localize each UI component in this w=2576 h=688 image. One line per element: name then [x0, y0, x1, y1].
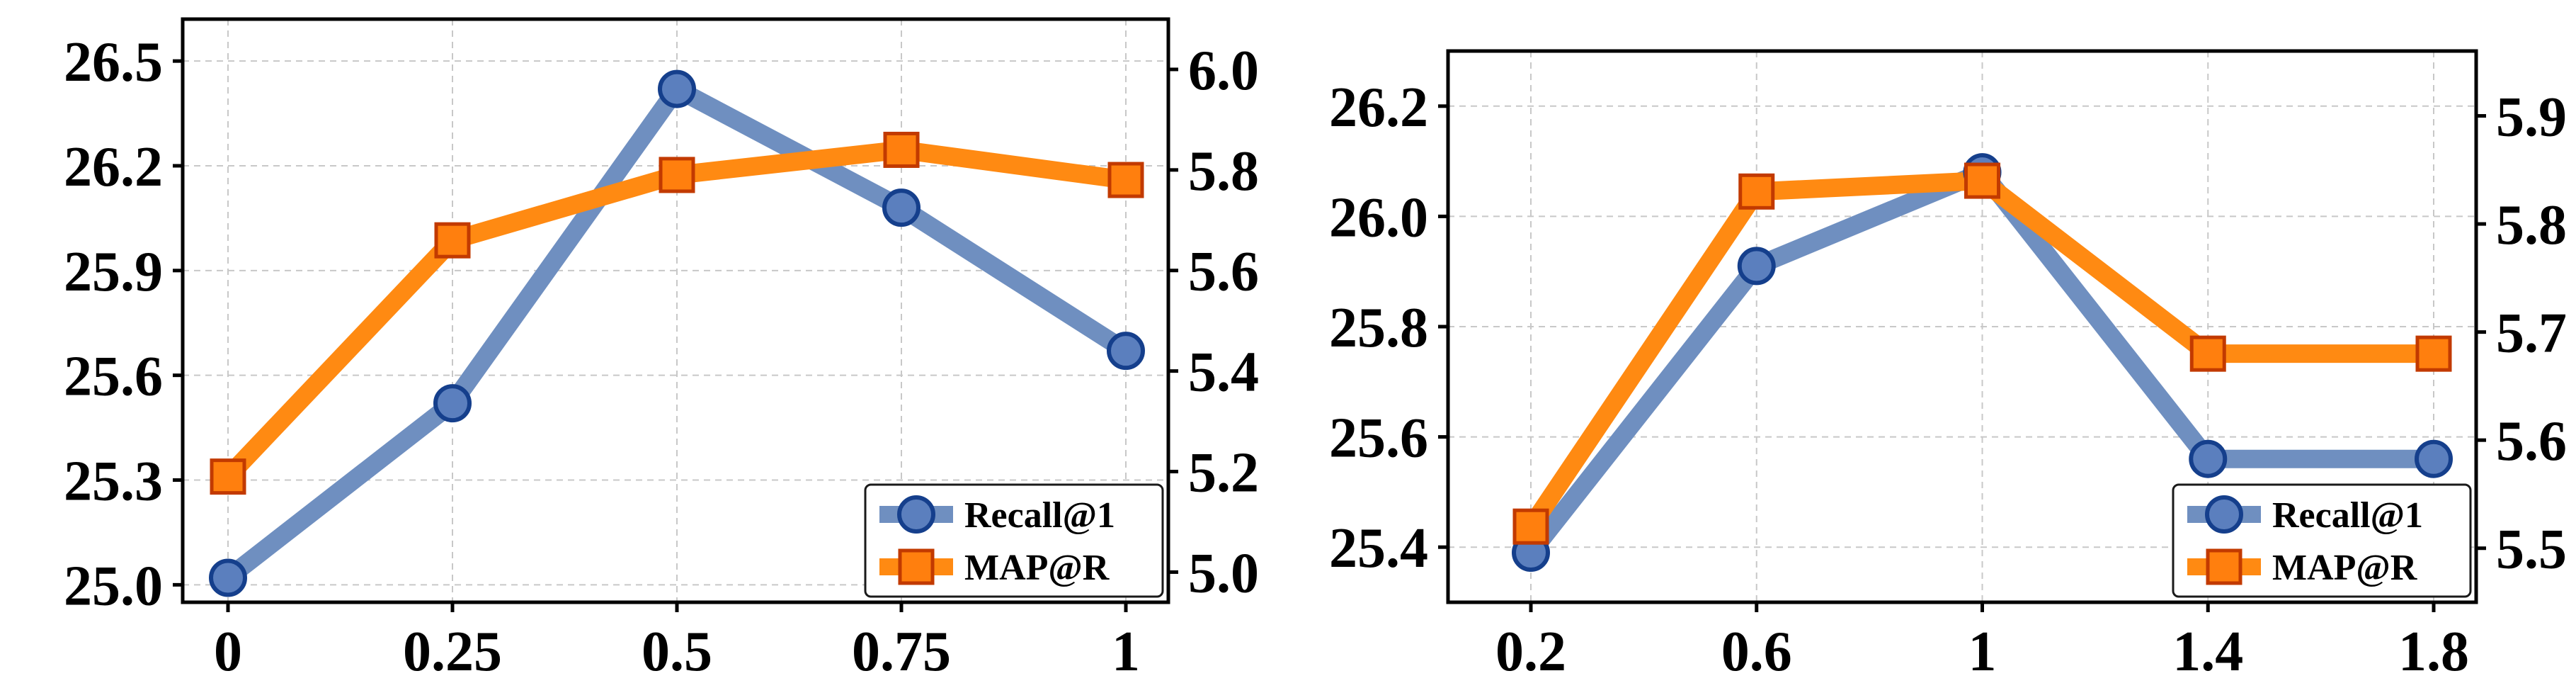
chart-panel-2: 25.4 25.6 25.8 26.0 26.2 5.5 5.6 5.7 5.8 5.9 0.2 0.… — [1329, 49, 2567, 683]
y-tick-label-right: 6.0 — [1188, 40, 1259, 102]
chart-panel-1: 25.0 25.3 25.6 25.9 26.2 26.5 5.0 5.2 5.4 5.6 5.8 6… — [64, 17, 1259, 683]
y-tick-label-left: 25.6 — [1329, 407, 1428, 470]
y-tick-label-left: 25.3 — [64, 451, 163, 513]
y-tick-label-right: 5.9 — [2496, 86, 2567, 149]
x-tick-label: 1.4 — [2172, 621, 2243, 683]
data-point-map-at-r — [2189, 335, 2226, 372]
y-tick-label-right: 5.6 — [1188, 241, 1259, 303]
data-point-recall-at-1 — [1737, 247, 1776, 286]
y-tick-label-left: 25.4 — [1329, 517, 1428, 580]
x-tick-label: 1 — [1112, 621, 1140, 683]
legend: Recall@1 MAP@R — [2172, 483, 2472, 598]
x-tick-label: 1.8 — [2398, 621, 2469, 683]
y-tick-label-right: 5.6 — [2496, 410, 2567, 473]
y-tick-label-right: 5.4 — [1188, 342, 1259, 404]
data-point-map-at-r — [883, 131, 920, 168]
y-tick-label-left: 25.9 — [64, 241, 163, 303]
y-tick-label-left: 25.6 — [64, 346, 163, 408]
legend-swatch-square — [2206, 548, 2242, 585]
data-point-recall-at-1 — [209, 558, 247, 597]
data-point-recall-at-1 — [882, 188, 921, 227]
y-tick-label-right: 5.0 — [1188, 542, 1259, 604]
data-point-recall-at-1 — [2415, 439, 2453, 478]
x-tick-label: 0.6 — [1721, 621, 1792, 683]
data-point-map-at-r — [1107, 162, 1144, 198]
x-tick-label: 0 — [214, 621, 242, 683]
legend-swatch-circle — [2205, 495, 2243, 534]
x-tick-label: 0.75 — [852, 621, 951, 683]
legend-label: MAP@R — [2272, 548, 2418, 588]
y-tick-label-right: 5.5 — [2496, 519, 2567, 581]
data-point-map-at-r — [2415, 335, 2452, 372]
legend-label: Recall@1 — [2272, 495, 2423, 536]
legend-swatch-square — [898, 548, 935, 585]
y-tick-label-right: 5.2 — [1188, 442, 1259, 504]
y-tick-label-left: 26.5 — [64, 31, 163, 94]
data-point-map-at-r — [659, 157, 695, 193]
x-tick-label: 1 — [1968, 621, 1997, 683]
legend: Recall@1 MAP@R — [864, 483, 1164, 598]
x-tick-label: 0.5 — [642, 621, 712, 683]
y-tick-label-right: 5.8 — [1188, 140, 1259, 203]
legend-label: MAP@R — [964, 548, 1110, 588]
data-point-map-at-r — [434, 222, 471, 259]
y-tick-label-right: 5.8 — [2496, 194, 2567, 256]
y-tick-label-left: 26.2 — [1329, 77, 1428, 139]
data-point-map-at-r — [1964, 162, 2000, 199]
y-tick-label-left: 26.2 — [64, 136, 163, 198]
y-tick-label-left: 26.0 — [1329, 186, 1428, 249]
x-tick-label: 0.25 — [403, 621, 502, 683]
y-tick-label-right: 5.7 — [2496, 303, 2567, 365]
legend-label: Recall@1 — [964, 495, 1115, 536]
data-point-recall-at-1 — [1107, 332, 1145, 371]
x-tick-label: 0.2 — [1495, 621, 1566, 683]
data-point-map-at-r — [1512, 508, 1549, 545]
legend-swatch-circle — [897, 495, 935, 534]
data-point-recall-at-1 — [433, 384, 472, 423]
y-tick-label-left: 25.0 — [64, 555, 163, 617]
data-point-map-at-r — [1738, 173, 1775, 210]
data-point-recall-at-1 — [2189, 439, 2228, 478]
y-tick-label-left: 25.8 — [1329, 297, 1428, 359]
data-point-recall-at-1 — [658, 69, 696, 108]
data-point-map-at-r — [210, 458, 246, 495]
